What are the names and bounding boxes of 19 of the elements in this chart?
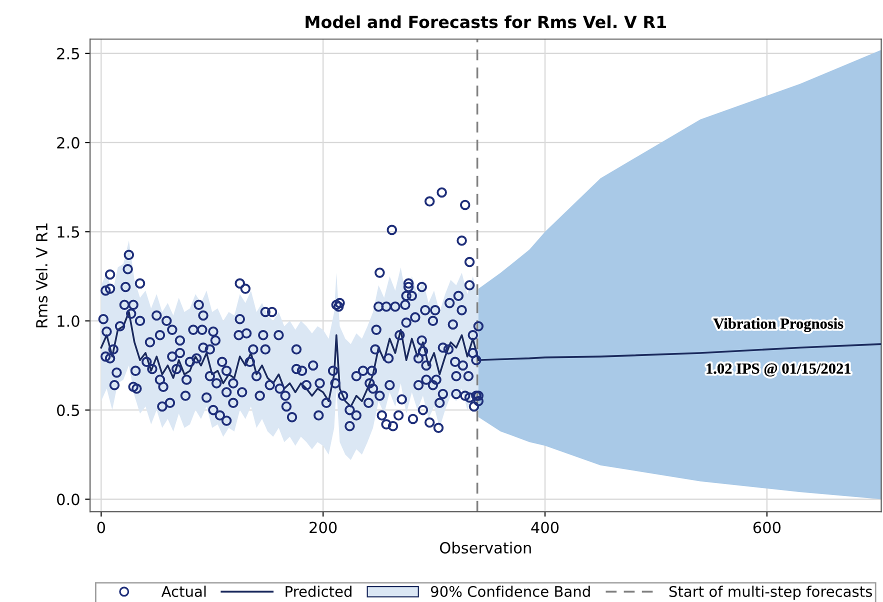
- y-tick-label: 0.5: [57, 404, 80, 416]
- y-tick-label: 2.5: [57, 48, 80, 60]
- x-tick-label: 200: [310, 522, 337, 534]
- annotation: 1.02 IPS @ 01/15/2021: [706, 363, 850, 377]
- y-tick-label: 1.0: [58, 315, 80, 327]
- chart-title: Model and Forecasts for Rms Vel. V R1: [306, 15, 666, 28]
- y-tick-label: 1.5: [58, 226, 80, 238]
- annotation: Vibration Prognosis: [713, 318, 844, 332]
- x-tick-label: 400: [531, 522, 559, 534]
- x-tick-label: 600: [753, 522, 781, 534]
- legend-label: Actual: [161, 586, 206, 597]
- text: 90% Confidence Band: [430, 586, 590, 597]
- y-axis-title: Rms Vel. V R1: [36, 224, 48, 328]
- x-axis-title: Observation: [440, 542, 531, 554]
- legend-label: Start of multi-step forecasts: [669, 586, 872, 600]
- y-tick-label: 2.0: [57, 137, 80, 149]
- x-tick-label: 0: [97, 522, 106, 534]
- y-tick-label: 0.0: [57, 494, 80, 506]
- legend-label: Predicted: [286, 586, 352, 597]
